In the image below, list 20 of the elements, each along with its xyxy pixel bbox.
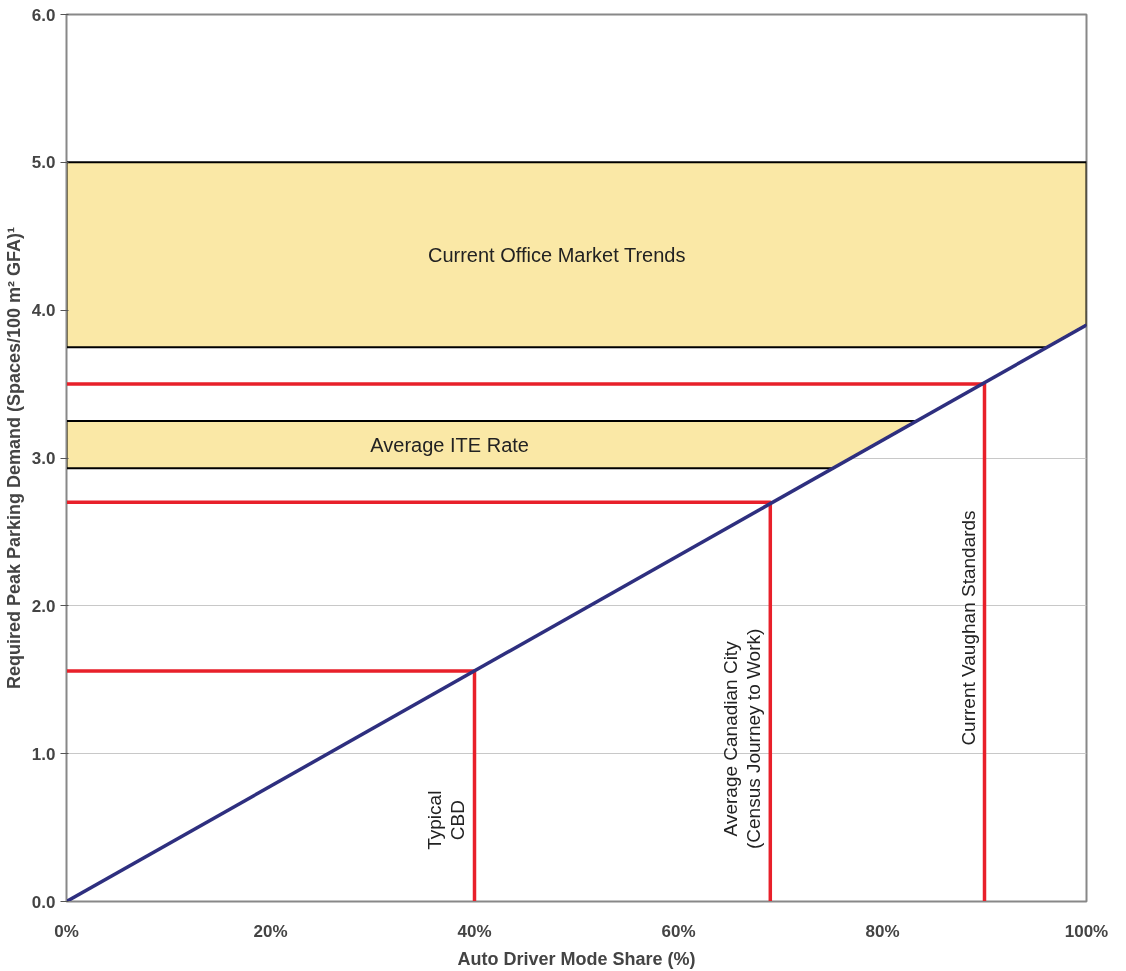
band-label: Current Office Market Trends [427, 243, 686, 266]
y-tick-label: 2.0 [31, 596, 56, 616]
x-tick-label: 60% [661, 921, 696, 941]
y-tick-label: 1.0 [31, 744, 56, 764]
y-tick-label: 3.0 [31, 449, 56, 468]
x-tick-label: 20% [253, 921, 288, 941]
annotation: Average Canadian City (Census Journey to Work) [720, 628, 765, 850]
x-tick-label: 0% [54, 921, 79, 941]
y-tick-label: 4.0 [31, 301, 56, 321]
x-tick-label: 100% [1064, 921, 1109, 941]
x-axis-title: Auto Driver Mode Share (%) [457, 948, 696, 969]
annotation: Current Vaughan Standards [957, 510, 979, 746]
y-tick-label: 5.0 [31, 153, 56, 173]
y-tick-label: 6.0 [31, 5, 56, 25]
x-tick-label: 40% [457, 921, 492, 941]
x-tick-label: 80% [865, 921, 900, 941]
y-tick-label: 0.0 [31, 892, 56, 912]
band-label: Average ITE Rate [370, 433, 529, 456]
y-axis-title: Required Peak Parking Demand (Spaces/100 m² GFA)¹ [3, 226, 24, 690]
annotation: Typical CBD [424, 790, 469, 850]
